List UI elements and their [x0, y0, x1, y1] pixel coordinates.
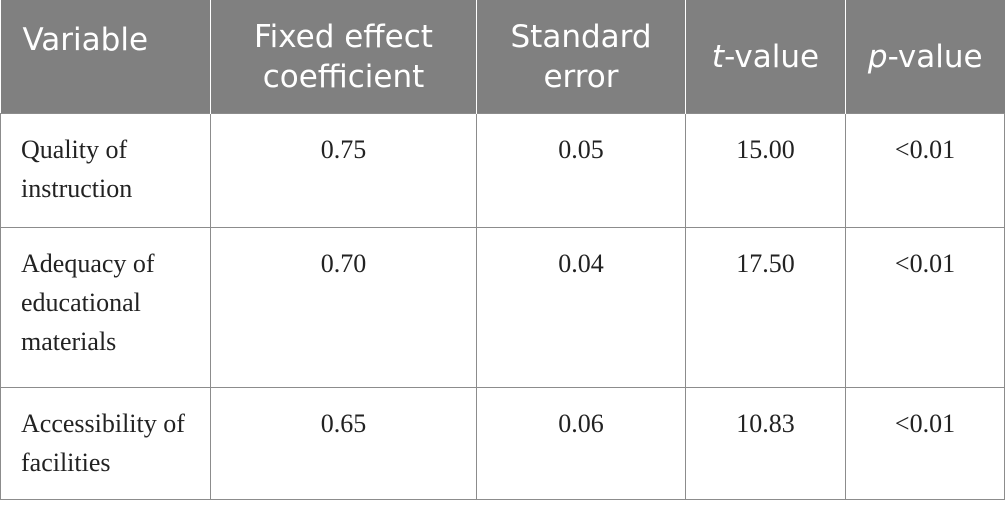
cell-variable: Quality of instruction — [0, 112, 211, 228]
cell-standard-error: 0.04 — [476, 226, 686, 388]
table-row: Accessibility of facilities 0.65 0.06 10… — [0, 386, 1005, 500]
header-row: Variable Fixed effect coefficient Standa… — [0, 0, 1005, 113]
header-fixed-effect-coefficient: Fixed effect coefficient — [210, 0, 477, 113]
table-header: Variable Fixed effect coefficient Standa… — [0, 0, 1005, 113]
header-standard-error: Standard error — [476, 0, 686, 113]
cell-coefficient: 0.65 — [210, 386, 477, 500]
cell-p-value: <0.01 — [845, 226, 1005, 388]
header-t-value: t-value — [685, 0, 846, 113]
cell-variable: Adequacy of educational materials — [0, 226, 211, 388]
table-row: Quality of instruction 0.75 0.05 15.00 <… — [0, 112, 1005, 228]
results-table: Variable Fixed effect coefficient Standa… — [0, 0, 1005, 500]
cell-p-value: <0.01 — [845, 386, 1005, 500]
header-p-value: p-value — [845, 0, 1005, 113]
header-variable: Variable — [0, 0, 211, 113]
cell-coefficient: 0.70 — [210, 226, 477, 388]
cell-standard-error: 0.05 — [476, 112, 686, 228]
cell-t-value: 17.50 — [685, 226, 846, 388]
cell-variable: Accessibility of facilities — [0, 386, 211, 500]
table-body: Quality of instruction 0.75 0.05 15.00 <… — [0, 112, 1005, 500]
cell-t-value: 15.00 — [685, 112, 846, 228]
header-p-symbol: p — [867, 39, 888, 76]
cell-standard-error: 0.06 — [476, 386, 686, 500]
header-p-suffix: -value — [887, 39, 983, 76]
cell-p-value: <0.01 — [845, 112, 1005, 228]
cell-coefficient: 0.75 — [210, 112, 477, 228]
header-t-symbol: t — [711, 39, 725, 76]
table-row: Adequacy of educational materials 0.70 0… — [0, 226, 1005, 388]
cell-t-value: 10.83 — [685, 386, 846, 500]
header-t-suffix: -value — [724, 39, 820, 76]
